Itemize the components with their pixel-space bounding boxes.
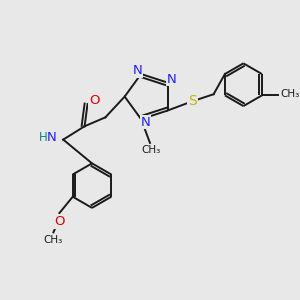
Text: S: S <box>188 94 197 108</box>
Text: N: N <box>166 73 176 85</box>
Text: H: H <box>39 131 48 144</box>
Text: CH₃: CH₃ <box>280 89 299 99</box>
Text: N: N <box>47 131 57 144</box>
Text: N: N <box>141 116 150 129</box>
Text: O: O <box>54 215 64 228</box>
Text: O: O <box>89 94 99 107</box>
Text: CH₃: CH₃ <box>141 145 160 155</box>
Text: CH₃: CH₃ <box>44 235 63 245</box>
Text: N: N <box>133 64 142 77</box>
